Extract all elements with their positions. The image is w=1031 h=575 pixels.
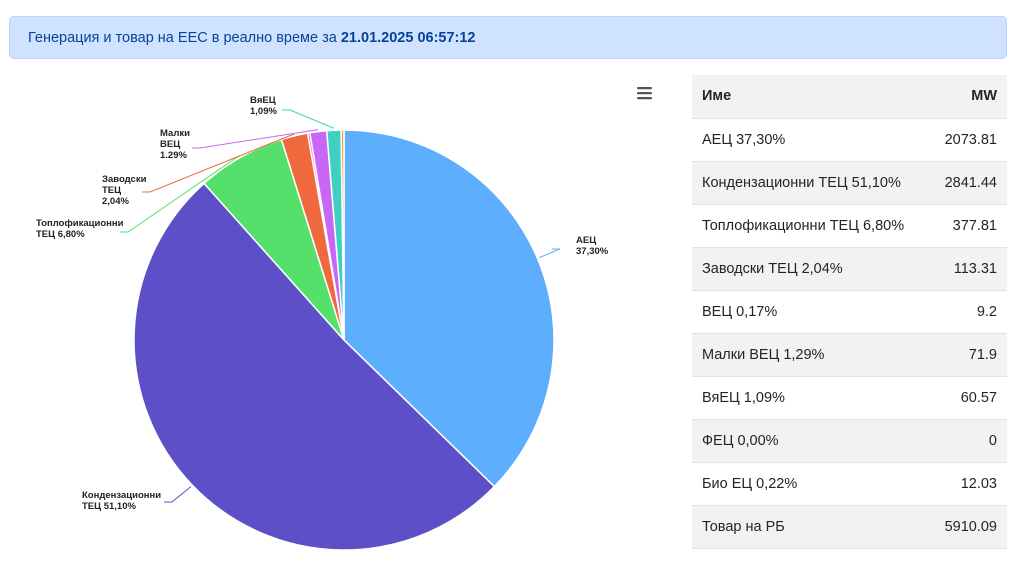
table-row: Заводски ТЕЦ 2,04% 113.31: [692, 247, 1007, 291]
table-header-row: Име MW: [692, 75, 1007, 119]
pie-slice[interactable]: [133, 182, 496, 551]
slice-label: Топлофикационни ТЕЦ 6,80%: [36, 218, 124, 240]
pie-chart: АЕЦ 37,30% Кондензационни ТЕЦ 51,10% Топлофи…: [0, 60, 680, 575]
slice-connector: [282, 109, 335, 129]
row-name: ВЕЦ 0,17%: [692, 290, 930, 334]
row-mw: 12.03: [929, 462, 1007, 506]
slice-label: ВяЕЦ 1,09%: [250, 95, 277, 117]
slice-label: Заводски ТЕЦ 2,04%: [102, 174, 147, 207]
pie-chart-svg: АЕЦ 37,30% Кондензационни ТЕЦ 51,10% Топлофи…: [36, 87, 652, 551]
table-row: ВяЕЦ 1,09% 60.57: [692, 376, 1007, 420]
slice-connector: [539, 248, 561, 259]
table-row: ВЕЦ 0,17% 9.2: [692, 290, 1007, 334]
hamburger-menu-icon[interactable]: [637, 87, 652, 100]
row-mw: 377.81: [929, 204, 1007, 248]
table-row: Кондензационни ТЕЦ 51,10% 2841.44: [692, 161, 1007, 205]
row-mw: 5910.09: [929, 505, 1007, 549]
slice-label: АЕЦ 37,30%: [576, 235, 609, 257]
header-name: Име: [692, 75, 930, 119]
row-mw: 2073.81: [929, 118, 1007, 162]
row-mw: 71.9: [929, 333, 1007, 377]
row-name: Био ЕЦ 0,22%: [692, 462, 930, 506]
row-mw: 9.2: [929, 290, 1007, 334]
slice-connector: [142, 133, 295, 193]
realtime-banner: Генерация и товар на ЕЕС в реално време …: [9, 16, 1007, 59]
row-name: ФЕЦ 0,00%: [692, 419, 930, 463]
table-row: Малки ВЕЦ 1,29% 71.9: [692, 333, 1007, 377]
row-mw: 0: [929, 419, 1007, 463]
pie-slice[interactable]: [343, 129, 555, 488]
table-row: ФЕЦ 0,00% 0: [692, 419, 1007, 463]
row-name: Кондензационни ТЕЦ 51,10%: [692, 161, 930, 205]
pie-slice[interactable]: [340, 129, 345, 341]
row-mw: 60.57: [929, 376, 1007, 420]
slice-label: Малки ВЕЦ 1.29%: [160, 128, 190, 161]
generation-table: Име MW АЕЦ 37,30% 2073.81 Кондензационни…: [692, 75, 1007, 549]
slice-label: Кондензационни ТЕЦ 51,10%: [82, 490, 161, 512]
row-name: ВяЕЦ 1,09%: [692, 376, 930, 420]
slice-connector: [164, 486, 192, 503]
header-mw: MW: [929, 75, 1007, 119]
row-mw: 2841.44: [929, 161, 1007, 205]
table-row: Био ЕЦ 0,22% 12.03: [692, 462, 1007, 506]
row-name: Заводски ТЕЦ 2,04%: [692, 247, 930, 291]
row-name: АЕЦ 37,30%: [692, 118, 930, 162]
table-row: Топлофикационни ТЕЦ 6,80% 377.81: [692, 204, 1007, 248]
table-row: АЕЦ 37,30% 2073.81: [692, 118, 1007, 162]
slice-connector: [192, 129, 319, 149]
banner-text: Генерация и товар на ЕЕС в реално време …: [28, 29, 337, 46]
row-name: Товар на РБ: [692, 505, 930, 549]
row-name: Малки ВЕЦ 1,29%: [692, 333, 930, 377]
table-row: Товар на РБ 5910.09: [692, 505, 1007, 549]
banner-timestamp: 21.01.2025 06:57:12: [340, 29, 476, 46]
row-mw: 113.31: [929, 247, 1007, 291]
slice-connector: [120, 155, 240, 233]
row-name: Топлофикационни ТЕЦ 6,80%: [692, 204, 930, 248]
